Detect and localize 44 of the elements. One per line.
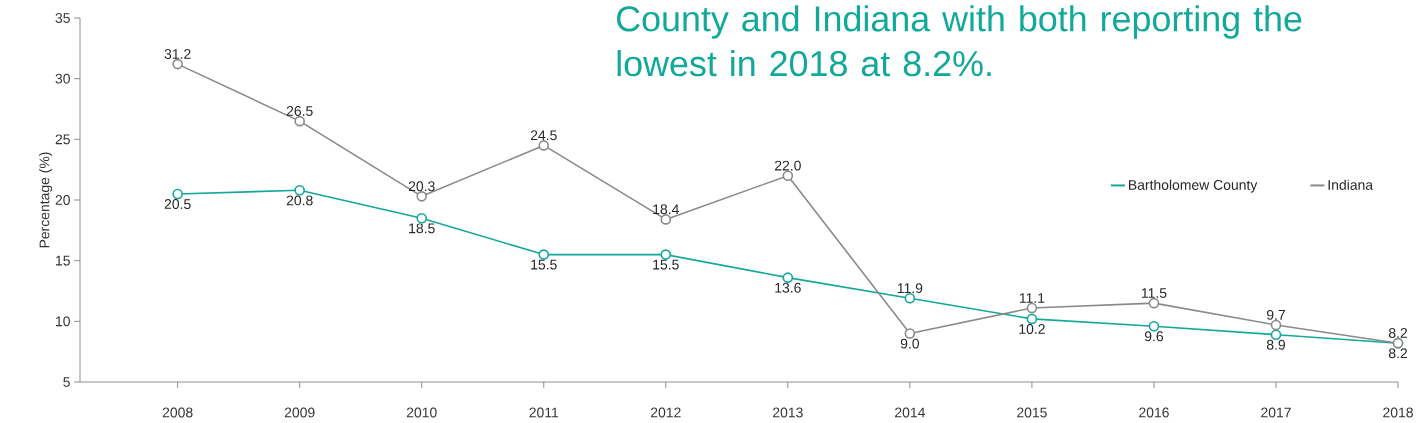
x-tick-label: 2010 [406, 407, 437, 418]
data-label: 11.5 [1141, 288, 1167, 298]
data-label: 18.4 [653, 204, 679, 215]
data-label: 11.9 [897, 283, 923, 294]
y-tick-label: 15 [56, 255, 70, 266]
x-tick-label: 2017 [1261, 407, 1291, 418]
data-label: 11.1 [1019, 293, 1045, 303]
x-tick-label: 2011 [529, 407, 559, 418]
x-tick-label: 2013 [773, 407, 803, 418]
data-label: 15.5 [653, 259, 679, 270]
y-tick-label: 35 [55, 13, 70, 23]
x-tick-label: 2008 [162, 407, 193, 418]
data-label: 20.5 [164, 199, 191, 210]
y-tick-label: 30 [55, 73, 70, 84]
y-tick-label: 5 [63, 377, 70, 387]
data-label: 9.6 [1144, 331, 1164, 342]
x-tick-label: 2018 [1383, 407, 1413, 418]
data-label: 8.2 [1388, 348, 1408, 359]
data-label: 24.5 [530, 130, 557, 141]
x-tick-label: 2012 [650, 407, 681, 418]
data-label: 22.0 [774, 160, 801, 171]
data-label: 10.2 [1019, 324, 1045, 334]
x-tick-label: 2016 [1139, 407, 1169, 418]
x-tick-label: 2015 [1017, 407, 1047, 418]
data-label: 8.2 [1388, 328, 1408, 338]
data-label: 15.5 [531, 259, 557, 270]
data-label: 20.8 [286, 195, 313, 206]
legend-label: Indiana [1328, 179, 1374, 190]
data-label: 9.7 [1266, 309, 1285, 320]
chart-title: County and Indiana with both reporting the lowest in 2018 at 8.2%. [617, 5, 1302, 77]
data-label: 20.3 [408, 181, 435, 192]
y-axis-title: Percentage (%) [39, 152, 53, 248]
data-label: 13.6 [775, 282, 801, 293]
data-label: 8.9 [1266, 339, 1286, 350]
data-label: 9.0 [900, 338, 920, 349]
data-label: 26.5 [286, 106, 313, 116]
y-tick-label: 25 [55, 134, 70, 145]
x-tick-label: 2009 [284, 407, 315, 418]
x-tick-label: 2014 [895, 407, 925, 418]
data-label: 31.2 [164, 49, 191, 59]
data-label: 18.5 [409, 223, 435, 234]
y-tick-label: 10 [56, 316, 70, 327]
y-tick-label: 20 [55, 195, 70, 205]
legend-label: Bartholomew County [1129, 179, 1258, 193]
